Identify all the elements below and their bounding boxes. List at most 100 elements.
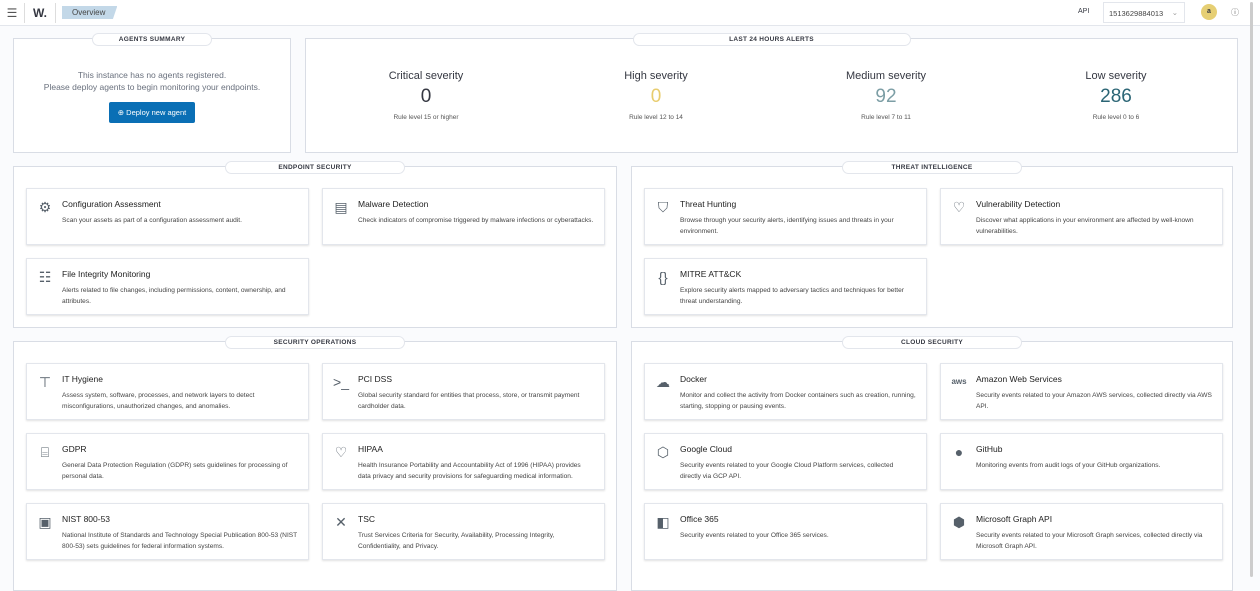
divider xyxy=(24,2,25,23)
deploy-new-agent-button[interactable]: ⊕ Deploy new agent xyxy=(108,102,196,123)
scrollbar[interactable] xyxy=(1250,2,1253,577)
card-title: Vulnerability Detection xyxy=(976,199,1061,209)
card-title: File Integrity Monitoring xyxy=(62,269,151,279)
severity-title: Low severity xyxy=(1085,70,1147,82)
card-office-365[interactable]: ◧ Office 365 Security events related to yo… xyxy=(644,503,927,560)
card-description: National Institute of Standards and Tech… xyxy=(62,532,298,550)
card-google-cloud[interactable]: ⬡ Google Cloud Security events related to … xyxy=(644,433,927,490)
severity-title: High severity xyxy=(624,70,688,82)
aws-icon: aws xyxy=(951,377,967,386)
card-description: Security events related to your Amazon A… xyxy=(976,392,1212,410)
severity-count[interactable]: 92 xyxy=(875,86,897,107)
github-icon: ● xyxy=(954,444,964,460)
brackets-icon: {} xyxy=(658,269,668,285)
card-github[interactable]: ● GitHub Monitoring events from audit logs… xyxy=(940,433,1223,490)
top-header: ☰ W. Overview xyxy=(0,0,1260,26)
building-icon: ⌸ xyxy=(40,444,50,460)
panel-title: ENDPOINT SECURITY xyxy=(225,161,405,174)
card-title: GitHub xyxy=(976,444,1003,454)
api-value: 1513629884013 xyxy=(1109,9,1164,18)
security-operations-panel: SECURITY OPERATIONS ⊤ IT Hygiene Assess sys… xyxy=(13,336,617,591)
severity-title: Medium severity xyxy=(845,70,927,82)
endpoint-security-panel: ENDPOINT SECURITY ⚙ Configuration Assessme… xyxy=(13,161,617,328)
card-mitre-att-ck[interactable]: {} MITRE ATT&CK Explore security alerts ma… xyxy=(644,258,927,315)
clipboard-icon: ▣ xyxy=(38,514,52,530)
card-description: Security events related to your Google C… xyxy=(680,462,894,480)
card-vulnerability-detection[interactable]: ♡ Vulnerability Detection Discover what ap… xyxy=(940,188,1223,245)
panel-title: SECURITY OPERATIONS xyxy=(225,336,405,349)
severity-2[interactable]: Medium severity 92 Rule level 7 to 11 xyxy=(786,70,986,121)
google-cloud-icon: ⬡ xyxy=(656,444,670,460)
chevron-down-icon: ⌄ xyxy=(1171,8,1178,17)
card-description: Security events related to your Microsof… xyxy=(976,532,1203,550)
severity-count[interactable]: 0 xyxy=(650,86,662,107)
severity-rule: Rule level 7 to 11 xyxy=(861,114,911,121)
severity-count[interactable]: 0 xyxy=(420,86,432,107)
panel-title: THREAT INTELLIGENCE xyxy=(842,161,1022,174)
card-title: Configuration Assessment xyxy=(62,199,161,209)
button-label: Deploy new agent xyxy=(126,108,187,117)
plus-circle-icon: ⊕ xyxy=(117,108,125,117)
card-description: Global security standard for entities th… xyxy=(358,392,580,410)
logo[interactable]: W. xyxy=(33,5,47,20)
card-description: Alerts related to file changes, includin… xyxy=(62,287,286,305)
severity-count[interactable]: 286 xyxy=(1100,86,1132,107)
severity-1[interactable]: High severity 0 Rule level 12 to 14 xyxy=(556,70,756,121)
card-amazon-web-services[interactable]: aws Amazon Web Services Security events re… xyxy=(940,363,1223,420)
shield-icon: ⛉ xyxy=(657,199,669,215)
avatar[interactable]: a xyxy=(1201,4,1217,20)
heart-pulse-icon: ♡ xyxy=(334,444,348,460)
card-title: MITRE ATT&CK xyxy=(680,269,742,279)
heart-icon: ♡ xyxy=(952,199,966,215)
alerts-panel: LAST 24 HOURS ALERTS Critical severity 0 R… xyxy=(305,33,1238,153)
severity-rule: Rule level 12 to 14 xyxy=(629,114,683,121)
card-title: Google Cloud xyxy=(680,444,732,454)
card-title: Office 365 xyxy=(680,514,719,524)
document-gear-icon: ▤ xyxy=(334,199,348,215)
card-it-hygiene[interactable]: ⊤ IT Hygiene Assess system, software, proc… xyxy=(26,363,309,420)
card-nist-800-53[interactable]: ▣ NIST 800-53 National Institute of Standa… xyxy=(26,503,309,560)
card-configuration-assessment[interactable]: ⚙ Configuration Assessment Scan your asset… xyxy=(26,188,309,245)
card-description: General Data Protection Regulation (GDPR… xyxy=(62,462,288,480)
card-description: Check indicators of compromise triggered… xyxy=(358,217,594,224)
docker-icon: ☁ xyxy=(656,374,670,390)
card-description: Security events related to your Office 3… xyxy=(680,532,829,539)
card-title: PCI DSS xyxy=(358,374,393,384)
divider xyxy=(55,2,56,23)
card-title: HIPAA xyxy=(358,444,383,454)
panel-title: CLOUD SECURITY xyxy=(842,336,1022,349)
card-tsc[interactable]: ✕ TSC Trust Services Criteria for Security… xyxy=(322,503,605,560)
card-pci-dss[interactable]: >_ PCI DSS Global security standard for en… xyxy=(322,363,605,420)
graph-icon: ⬢ xyxy=(952,514,966,530)
terminal-icon: >_ xyxy=(333,374,349,390)
api-label: API xyxy=(1078,8,1090,15)
agents-summary-panel: AGENTS SUMMARY This instance has no agen… xyxy=(13,33,291,153)
card-threat-hunting[interactable]: ⛉ Threat Hunting Browse through your secur… xyxy=(644,188,927,245)
card-microsoft-graph-api[interactable]: ⬢ Microsoft Graph API Security events rela… xyxy=(940,503,1223,560)
breadcrumb-overview[interactable]: Overview xyxy=(62,6,118,19)
severity-rule: Rule level 0 to 6 xyxy=(1092,114,1140,121)
help-icon[interactable]: ⓘ xyxy=(1231,8,1239,17)
menu-icon[interactable]: ☰ xyxy=(6,5,18,20)
card-description: Explore security alerts mapped to advers… xyxy=(680,287,904,305)
no-agents-text: This instance has no agents registered. xyxy=(77,70,227,80)
card-description: Assess system, software, processes, and … xyxy=(62,392,255,410)
severity-0[interactable]: Critical severity 0 Rule level 15 or highe… xyxy=(326,70,526,121)
card-description: Trust Services Criteria for Security, Av… xyxy=(358,532,555,550)
card-docker[interactable]: ☁ Docker Monitor and collect the activity … xyxy=(644,363,927,420)
threat-intelligence-panel: THREAT INTELLIGENCE ⛉ Threat Hunting Browse… xyxy=(631,161,1233,328)
card-title: Threat Hunting xyxy=(680,199,737,209)
card-description: Scan your assets as part of a configurat… xyxy=(62,217,242,224)
card-title: NIST 800-53 xyxy=(62,514,111,524)
card-description: Health Insurance Portability and Account… xyxy=(358,462,581,480)
severity-3[interactable]: Low severity 286 Rule level 0 to 6 xyxy=(1016,70,1216,121)
card-gdpr[interactable]: ⌸ GDPR General Data Protection Regulation … xyxy=(26,433,309,490)
card-title: TSC xyxy=(358,514,375,524)
card-malware-detection[interactable]: ▤ Malware Detection Check indicators of co… xyxy=(322,188,605,245)
card-hipaa[interactable]: ♡ HIPAA Health Insurance Portability and A… xyxy=(322,433,605,490)
card-title: Amazon Web Services xyxy=(976,374,1062,384)
cloud-security-panel: CLOUD SECURITY ☁ Docker Monitor and collect… xyxy=(631,336,1233,591)
api-select[interactable]: 1513629884013 ⌄ xyxy=(1103,2,1185,23)
card-title: Microsoft Graph API xyxy=(976,514,1053,524)
card-file-integrity-monitoring[interactable]: ☷ File Integrity Monitoring Alerts related… xyxy=(26,258,309,315)
